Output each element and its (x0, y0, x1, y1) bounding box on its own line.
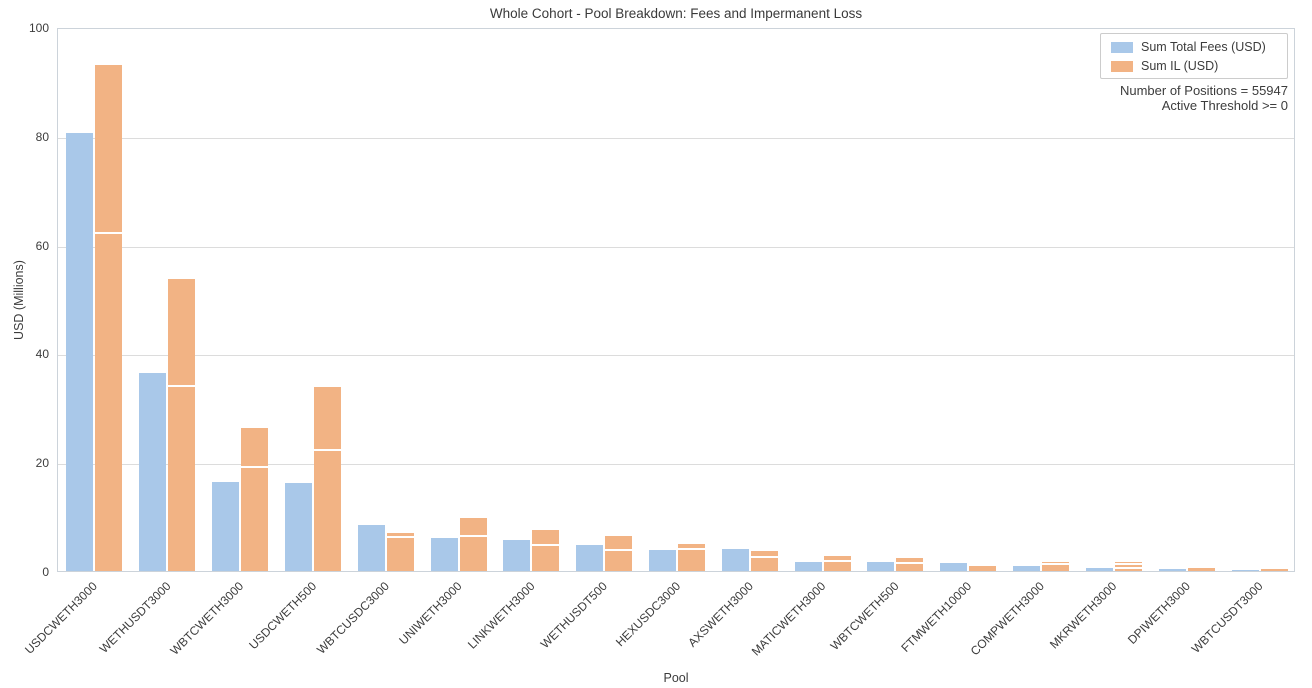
x-tick-label: COMPWETH3000 (967, 579, 1048, 659)
bar-segment-line (313, 449, 341, 452)
bar-fees-MKRWETH3000 (1085, 567, 1113, 571)
bar-fees-WETHUSDT3000 (139, 372, 167, 571)
x-axis-label: Pool (663, 671, 689, 685)
y-axis-label: USD (Millions) (12, 260, 26, 340)
y-tick-label: 0 (42, 565, 49, 579)
bar-fees-DPIWETH3000 (1158, 569, 1186, 571)
gridline (58, 137, 1294, 139)
legend-entry-fees: Sum Total Fees (USD) (1111, 40, 1279, 55)
bar-il-AXSWETH3000 (750, 550, 778, 571)
fees-legend-swatch (1111, 42, 1133, 53)
bar-segment-line (823, 559, 851, 562)
bar-il-MKRWETH3000 (1114, 561, 1142, 571)
bar-il-WBTCWETH500 (896, 557, 924, 571)
bar-segment-line (168, 385, 196, 388)
il-legend-swatch (1111, 61, 1133, 72)
bar-il-HEXUSDC3000 (678, 543, 705, 571)
bar-fees-AXSWETH3000 (721, 549, 749, 571)
bar-fees-LINKWETH3000 (503, 540, 531, 571)
bar-segment-line (896, 561, 924, 564)
bar-segment-line (1114, 563, 1142, 566)
y-tick-label: 60 (35, 238, 49, 253)
bar-fees-WBTCWETH500 (867, 561, 895, 571)
bar-il-FTMWETH10000 (969, 565, 997, 571)
gridline (58, 246, 1294, 248)
bar-segment-line (459, 534, 487, 537)
x-tick-label: FTMWETH10000 (898, 579, 975, 655)
gridline (58, 355, 1294, 357)
bar-il-WETHUSDT3000 (168, 279, 196, 571)
x-tick-label: USDCWETH500 (245, 579, 319, 653)
x-tick-label: DPIWETH3000 (1124, 579, 1193, 647)
bar-segment-line (95, 231, 123, 234)
annotation-positions: Number of Positions = 55947 (1119, 83, 1288, 98)
legend-entry-il: Sum IL (USD) (1111, 59, 1279, 74)
chart-title: Whole Cohort - Pool Breakdown: Fees and … (489, 6, 863, 21)
y-tick-label: 20 (35, 456, 49, 471)
plot-area (57, 28, 1295, 572)
x-tick-label: WBTCUSDC3000 (313, 579, 392, 657)
bar-segment-line (1114, 566, 1142, 569)
legend: Sum Total Fees (USD) Sum IL (USD) (1100, 33, 1288, 79)
legend-label-il: Sum IL (USD) (1141, 59, 1219, 73)
bar-il-WBTCUSDT3000 (1260, 569, 1288, 571)
bar-segment-line (750, 555, 778, 558)
bar-fees-COMPWETH3000 (1013, 566, 1041, 571)
bar-segment-line (678, 547, 705, 550)
bar-il-LINKWETH3000 (532, 530, 560, 571)
x-tick-label: HEXUSDC3000 (612, 579, 683, 650)
bar-fees-UNIWETH3000 (430, 538, 458, 571)
bar-fees-HEXUSDC3000 (649, 549, 676, 571)
x-tick-label: UNIWETH3000 (396, 579, 465, 648)
x-tick-label: AXSWETH3000 (684, 579, 756, 650)
x-tick-label: WETHUSDT3000 (96, 579, 174, 656)
x-tick-label: MKRWETH3000 (1047, 579, 1120, 652)
bar-fees-FTMWETH10000 (940, 562, 968, 571)
bar-il-USDCWETH500 (313, 387, 341, 571)
bar-segment-line (1042, 563, 1070, 566)
bar-fees-WBTCUSDC3000 (357, 525, 385, 571)
bar-segment-line (605, 548, 633, 551)
bar-segment-line (386, 535, 414, 538)
bar-il-WBTCUSDC3000 (386, 532, 414, 571)
x-tick-label: WBTCUSDT3000 (1188, 579, 1266, 656)
bar-il-MATICWETH3000 (823, 556, 851, 571)
bar-fees-WBTCWETH3000 (212, 482, 240, 571)
bar-segment-line (241, 466, 269, 469)
y-tick-label: 40 (35, 347, 49, 362)
legend-label-fees: Sum Total Fees (USD) (1141, 40, 1266, 54)
x-tick-label: USDCWETH3000 (22, 579, 101, 657)
bar-fees-WBTCUSDT3000 (1231, 570, 1259, 571)
annotation-text: Number of Positions = 55947 Active Thres… (1000, 83, 1288, 113)
x-tick-label: MATICWETH3000 (749, 579, 829, 659)
bar-segment-line (532, 543, 560, 546)
x-tick-label: LINKWETH3000 (464, 579, 538, 652)
bar-fees-MATICWETH3000 (794, 561, 822, 571)
bar-il-WBTCWETH3000 (241, 428, 269, 571)
x-tick-label: WBTCWETH500 (827, 579, 902, 654)
gridline (58, 464, 1294, 466)
bar-fees-USDCWETH500 (284, 483, 312, 571)
bar-il-WETHUSDT500 (605, 536, 633, 571)
bar-il-USDCWETH3000 (95, 65, 123, 571)
y-tick-label: 80 (35, 129, 49, 144)
bar-fees-WETHUSDT500 (576, 544, 604, 571)
annotation-threshold: Active Threshold >= 0 (1161, 98, 1288, 113)
bar-il-DPIWETH3000 (1187, 568, 1215, 571)
y-tick-label: 100 (28, 21, 49, 35)
x-tick-label: WBTCWETH3000 (167, 579, 246, 658)
x-tick-label: WETHUSDT500 (537, 579, 611, 652)
bar-il-COMPWETH3000 (1042, 561, 1070, 571)
bar-fees-USDCWETH3000 (66, 132, 94, 571)
bar-il-UNIWETH3000 (459, 518, 487, 571)
